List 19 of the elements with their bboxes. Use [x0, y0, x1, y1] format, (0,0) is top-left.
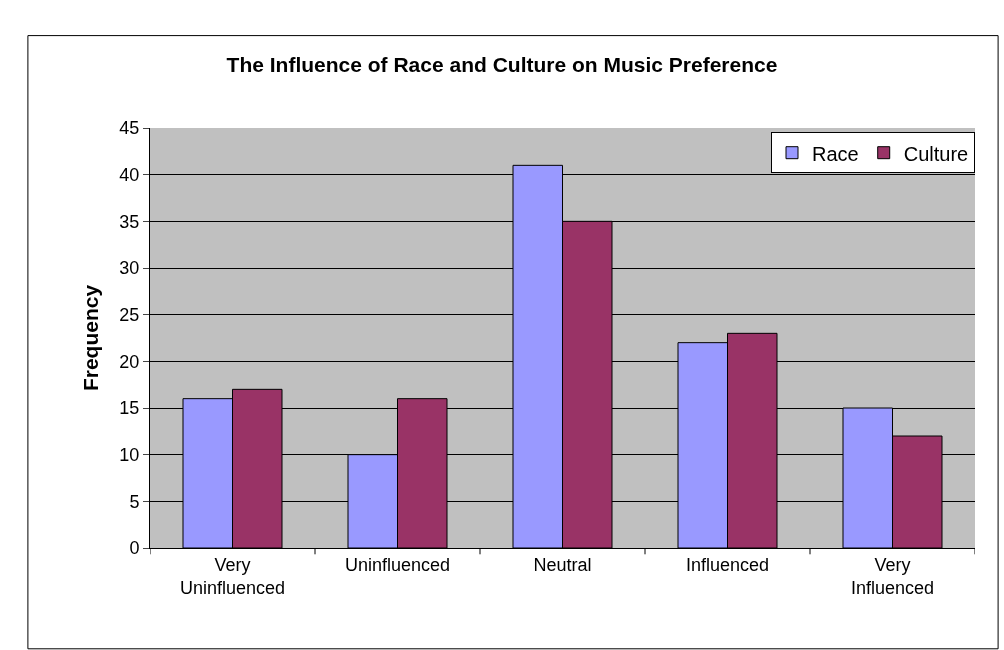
y-tick-label: 15 — [119, 398, 140, 419]
y-axis-title: Frequency — [78, 284, 102, 392]
y-tick-label: 35 — [119, 211, 140, 232]
chart-title: The Influence of Race and Culture on Music Preference — [226, 53, 778, 77]
x-tick-label: Very Influenced — [850, 554, 935, 598]
x-tick-label: Neutral — [533, 554, 592, 575]
y-tick-label: 40 — [119, 164, 140, 185]
legend-label: Race — [812, 142, 859, 165]
y-tick-label: 10 — [119, 444, 140, 465]
x-tick-label: Uninfluenced — [344, 554, 451, 575]
legend-label: Culture — [903, 142, 969, 165]
y-tick-label: 20 — [119, 351, 140, 372]
y-tick-label: 25 — [119, 304, 140, 325]
y-tick-label: 0 — [129, 538, 140, 559]
y-tick-label: 45 — [119, 118, 140, 139]
y-tick-label: 5 — [129, 491, 140, 512]
x-tick-label: Influenced — [685, 554, 770, 575]
y-tick-label: 30 — [119, 258, 140, 279]
x-tick-label: Very Uninfluenced — [179, 554, 286, 598]
